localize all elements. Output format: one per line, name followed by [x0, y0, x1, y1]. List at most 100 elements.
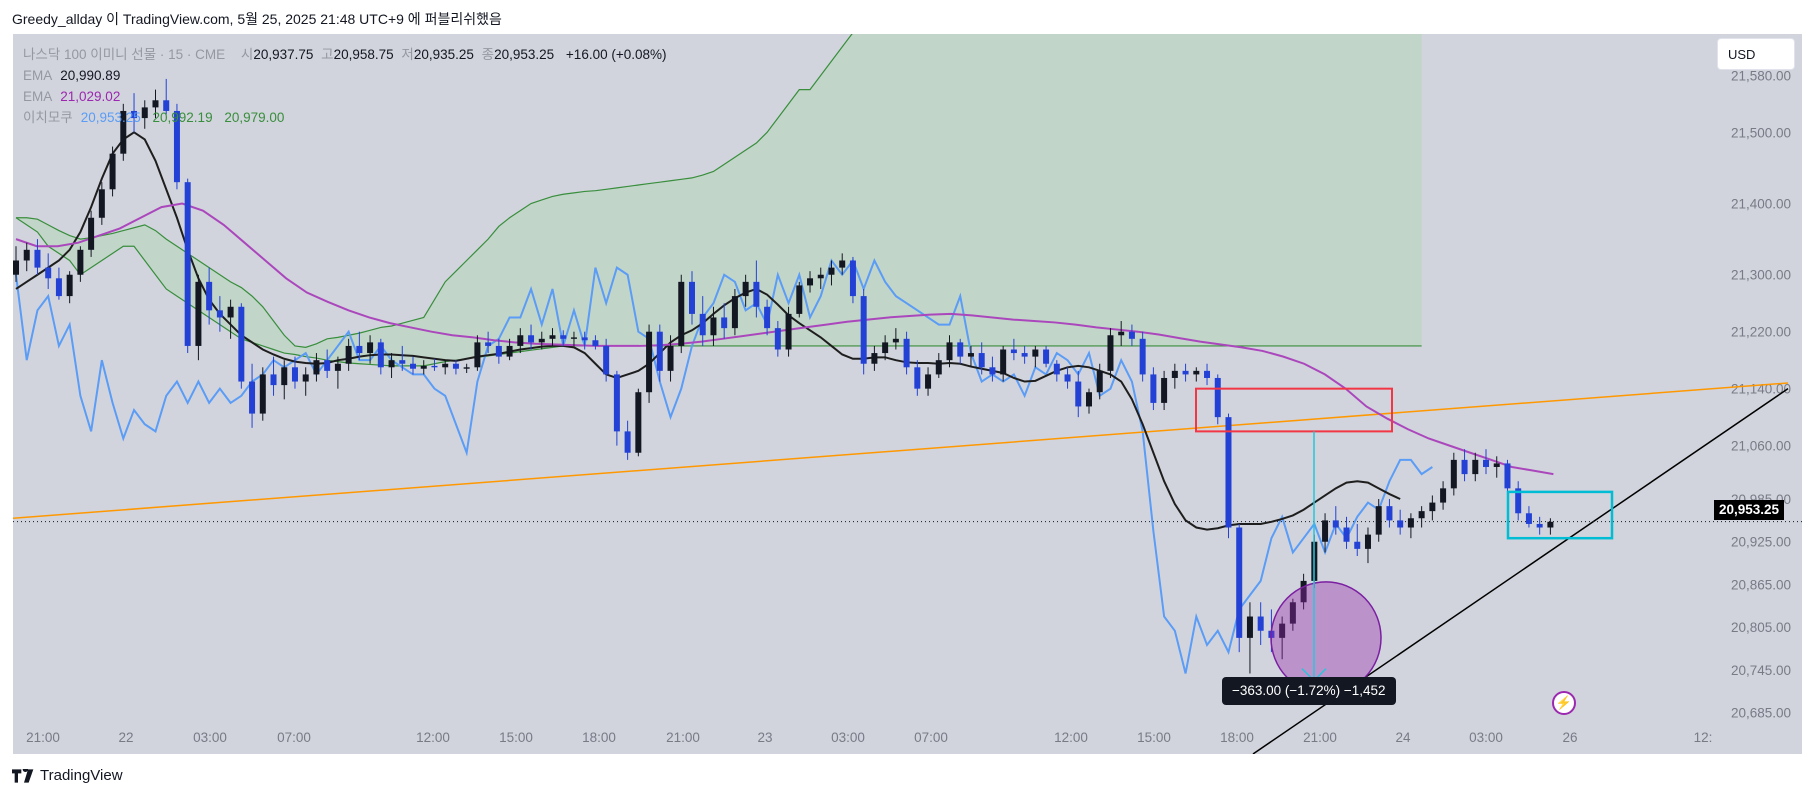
y-tick-label: 21,140.00: [1731, 382, 1791, 397]
candle-body: [1418, 511, 1425, 519]
candle-body: [506, 345, 513, 357]
candle-body: [399, 360, 406, 364]
tradingview-logo-icon: [12, 768, 34, 783]
candle-body: [1021, 353, 1028, 357]
candle-body: [839, 260, 846, 268]
candle-body: [646, 331, 653, 393]
candle-body: [1236, 527, 1243, 638]
candle-body: [1161, 377, 1168, 403]
ichimoku-cloud: [16, 34, 1422, 366]
candle-body: [313, 360, 320, 375]
x-tick-label: 24: [1395, 730, 1411, 745]
x-tick-label: 18:00: [582, 730, 616, 745]
candle-body: [120, 110, 127, 154]
candle-body: [302, 374, 309, 382]
legend-ohlc-row: 나스닥 100 이미니 선물 · 15 · CME 시20,937.75 고20…: [23, 44, 667, 65]
ema-slow-line: [15, 202, 1554, 476]
candle-body: [828, 267, 835, 275]
y-tick-label: 20,805.00: [1731, 620, 1791, 635]
candle-body: [688, 281, 695, 314]
tradingview-logo[interactable]: TradingView: [12, 767, 123, 784]
candle-body: [88, 217, 95, 250]
candle-body: [592, 340, 599, 346]
candle-body: [925, 374, 932, 389]
candle-body: [13, 260, 19, 275]
cyan-box-annotation: [1506, 490, 1614, 540]
orange-trendline: [13, 382, 1789, 519]
candle-body: [1289, 602, 1296, 624]
chart-legend: 나스닥 100 이미니 선물 · 15 · CME 시20,937.75 고20…: [23, 44, 667, 128]
legend-ichimoku-label: 이치모쿠: [23, 110, 73, 125]
candle-body: [474, 342, 481, 368]
candle-body: [1300, 580, 1307, 603]
candle-body: [1214, 377, 1221, 418]
candle-body: [420, 365, 427, 369]
legend-ema1-row: EMA 20,990.89: [23, 65, 667, 86]
candle-body: [1279, 623, 1286, 638]
legend-high-value: 20,958.75: [333, 47, 394, 62]
candle-body: [528, 335, 535, 343]
candle-body: [1375, 506, 1382, 535]
candle-body: [141, 107, 148, 119]
legend-high-key: 고: [321, 47, 334, 62]
candle-body: [1204, 370, 1211, 378]
flash-icon[interactable]: ⚡: [1552, 691, 1576, 715]
candle-body: [849, 260, 856, 297]
y-tick-label: 20,925.00: [1731, 535, 1791, 550]
candle-body: [1407, 518, 1414, 528]
legend-low-value: 20,935.25: [413, 47, 474, 62]
candle-body: [967, 353, 974, 357]
legend-close-value: 20,953.25: [494, 47, 555, 62]
legend-open-key: 시: [240, 47, 254, 62]
candle-body: [892, 338, 899, 343]
red-box-annotation: [1195, 387, 1393, 433]
candle-body: [1364, 534, 1371, 549]
legend-ema1-value: 20,990.89: [60, 68, 121, 83]
x-tick-label: 15:00: [1137, 730, 1171, 745]
candle-body: [45, 267, 52, 279]
candle-body: [281, 367, 288, 386]
candle-body: [871, 353, 878, 364]
candle-body: [1493, 463, 1500, 467]
candle-body: [935, 360, 942, 375]
candle-body: [517, 335, 524, 346]
candle-body: [882, 342, 889, 354]
candle-body: [109, 153, 116, 190]
x-tick-label: 21:00: [666, 730, 700, 745]
candle-body: [485, 342, 492, 346]
y-tick-label: 21,300.00: [1731, 268, 1791, 283]
candle-body: [345, 345, 352, 364]
candle-body: [753, 281, 760, 307]
candle-body: [1536, 523, 1543, 528]
currency-button[interactable]: USD: [1717, 38, 1795, 70]
candle-body: [1043, 349, 1050, 364]
chart-panel[interactable]: 21,580.00 21,500.00 21,400.00 21,300.00 21,2…: [13, 34, 1802, 754]
candle-body: [1397, 520, 1404, 528]
candle-body: [796, 285, 803, 314]
candle-body: [431, 365, 438, 368]
candle-body: [1332, 520, 1339, 528]
candle-body: [742, 281, 749, 297]
candle-body: [1525, 513, 1532, 524]
price-chart[interactable]: 21,580.00 21,500.00 21,400.00 21,300.00 21,2…: [13, 34, 1802, 754]
candle-body: [774, 328, 781, 350]
publish-line: Greedy_allday 이 TradingView.com, 5월 25, …: [12, 11, 502, 27]
legend-change: +16.00 (+0.08%): [565, 47, 667, 62]
candle-body: [1472, 459, 1479, 475]
candle-body: [957, 342, 964, 357]
candle-body: [1171, 370, 1178, 378]
candle-body: [1139, 338, 1146, 375]
candle-body: [817, 274, 824, 279]
y-tick-label: 21,500.00: [1731, 125, 1791, 140]
candle-body: [635, 392, 642, 453]
candle-body: [238, 306, 245, 382]
candle-body: [367, 342, 374, 354]
candle-body: [656, 331, 663, 371]
candle-body: [860, 296, 867, 364]
candle-body: [1118, 331, 1125, 336]
candle-body: [785, 313, 792, 350]
candle-body: [946, 342, 953, 361]
candle-body: [249, 381, 256, 414]
tradingview-brand: TradingView: [40, 767, 123, 784]
candle-body: [195, 281, 202, 346]
